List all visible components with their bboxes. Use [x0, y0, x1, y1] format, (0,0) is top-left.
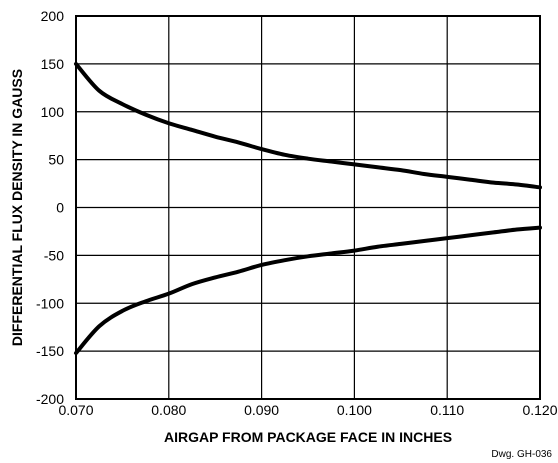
series-layer	[74, 61, 542, 356]
y-tick-label: 50	[48, 152, 64, 168]
x-tick-label: 0.120	[522, 402, 557, 418]
y-tick-label: -150	[36, 343, 64, 359]
y-axis-title: DIFFERENTIAL FLUX DENSITY IN GAUSS	[9, 69, 25, 346]
y-tick-label: 0	[56, 200, 64, 216]
y-tick-label: 100	[41, 104, 65, 120]
drawing-number-label: Dwg. GH-036	[491, 449, 552, 460]
x-tick-label: 0.070	[58, 402, 93, 418]
tick-layer: 0.070 0.080 0.090 0.100 0.110 0.120 200 150 100 5…	[36, 8, 558, 418]
y-tick-label: -100	[36, 295, 64, 311]
y-tick-label: -50	[44, 247, 64, 263]
x-tick-label: 0.090	[244, 402, 279, 418]
grid-layer	[75, 15, 541, 400]
y-tick-label: 150	[41, 56, 65, 72]
y-tick-label: -200	[36, 391, 64, 407]
positive-flux-curve	[74, 61, 542, 190]
x-tick-label: 0.100	[337, 402, 372, 418]
y-tick-label: 200	[41, 8, 65, 24]
x-tick-label: 0.110	[430, 402, 464, 418]
x-tick-label: 0.080	[151, 402, 186, 418]
plot-frame	[75, 15, 541, 400]
negative-flux-curve	[74, 225, 542, 356]
x-axis-title: AIRGAP FROM PACKAGE FACE IN INCHES	[164, 429, 452, 445]
